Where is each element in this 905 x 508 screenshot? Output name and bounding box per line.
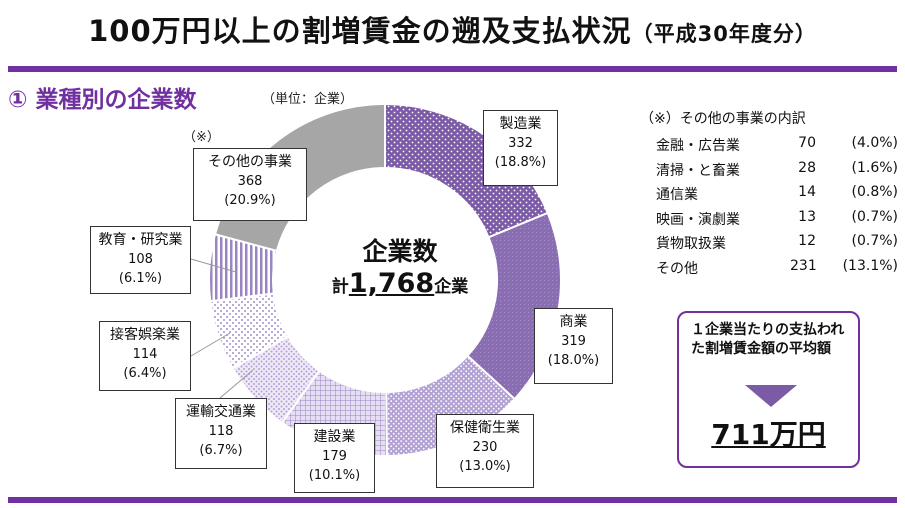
bottom-accent-bar	[8, 497, 897, 503]
slice-value: 368	[237, 174, 263, 189]
slice-pct: (13.0%)	[459, 459, 511, 474]
slice-pct: (20.9%)	[224, 193, 276, 208]
slice-value: 108	[128, 252, 153, 267]
page-title: 100万円以上の割増賃金の遡及支払状況（平成30年度分）	[0, 8, 905, 50]
other-breakdown: （※）その他の事業の内訳 金融・広告業 70 (4.0%) 清掃・と畜業 28 …	[640, 108, 898, 283]
slice-label: その他の事業	[208, 154, 292, 170]
unit-label: （単位：企業）	[262, 92, 354, 107]
slice-pct: (18.0%)	[547, 353, 600, 368]
breakdown-row: その他 231 (13.1%)	[640, 258, 898, 283]
breakdown-pct: (1.6%)	[851, 159, 899, 176]
breakdown-name: 貨物取扱業	[656, 236, 726, 252]
slice-label: 保健衛生業	[450, 420, 520, 436]
breakdown-row: 金融・広告業 70 (4.0%)	[640, 135, 898, 160]
leader-line	[190, 332, 231, 357]
average-label: １企業当たりの支払われた割増賃金額の平均額	[691, 322, 845, 357]
label-box-transport: 運輸交通業 118 (6.7%)	[175, 398, 267, 469]
breakdown-count: 13	[798, 208, 816, 225]
breakdown-name: その他	[656, 260, 698, 277]
slice-pct: (6.4%)	[123, 366, 167, 381]
slice-pct: (6.7%)	[199, 443, 243, 458]
breakdown-row: 清掃・と畜業 28 (1.6%)	[640, 160, 898, 185]
slice-pct: (6.1%)	[118, 271, 163, 286]
label-box-health: 保健衛生業 230 (13.0%)	[436, 414, 534, 488]
title-main: 100万円以上の割増賃金の遡及支払状況	[88, 14, 632, 48]
average-value: 711万円	[711, 418, 826, 451]
breakdown-count: 14	[798, 184, 816, 200]
label-box-hospitality: 接客娯楽業 114 (6.4%)	[99, 321, 191, 391]
breakdown-count: 12	[798, 233, 816, 249]
slice-value: 179	[322, 449, 347, 464]
breakdown-pct: (0.8%)	[851, 184, 899, 200]
section-title: ① 業種別の企業数	[8, 87, 197, 113]
slice-label: 運輸交通業	[186, 404, 256, 420]
note-mark: （※）	[183, 130, 220, 145]
leader-line	[219, 369, 254, 399]
slice-value: 332	[508, 136, 533, 151]
label-box-commerce: 商業 319 (18.0%)	[534, 308, 613, 384]
breakdown-row: 通信業 14 (0.8%)	[640, 184, 898, 209]
slice-label: 商業	[559, 314, 588, 330]
label-box-construction: 建設業 179 (10.1%)	[294, 423, 375, 493]
slice-label: 建設業	[313, 429, 356, 445]
breakdown-count: 70	[798, 135, 816, 151]
down-arrow-icon	[745, 385, 797, 407]
breakdown-row: 映画・演劇業 13 (0.7%)	[640, 209, 898, 234]
breakdown-count: 28	[798, 159, 816, 176]
center-total: 計1,768企業	[300, 268, 500, 299]
breakdown-pct: (0.7%)	[851, 208, 899, 225]
slice-value: 319	[561, 334, 586, 349]
breakdown-name: 映画・演劇業	[656, 211, 740, 228]
breakdown-title: （※）その他の事業の内訳	[640, 111, 806, 127]
slice-pct: (18.8%)	[494, 155, 547, 170]
center-label: 企業数	[362, 237, 438, 266]
breakdown-name: 金融・広告業	[656, 138, 740, 154]
total-prefix: 計	[331, 277, 349, 297]
breakdown-name: 清掃・と畜業	[656, 162, 740, 179]
breakdown-count: 231	[790, 257, 817, 274]
label-box-other: その他の事業 368 (20.9%)	[193, 148, 307, 221]
total-unit: 企業	[434, 277, 469, 297]
slice-label: 製造業	[499, 116, 542, 132]
slice-value: 118	[208, 424, 234, 439]
leader-line	[190, 258, 237, 273]
breakdown-pct: (4.0%)	[851, 135, 899, 151]
label-box-education: 教育・研究業 108 (6.1%)	[90, 226, 191, 294]
slice-pct: (10.1%)	[308, 468, 361, 483]
label-box-manufacturing: 製造業 332 (18.8%)	[483, 110, 558, 186]
title-sub: （平成30年度分）	[631, 22, 817, 46]
breakdown-name: 通信業	[656, 187, 698, 203]
top-accent-bar	[8, 66, 897, 72]
slice-label: 接客娯楽業	[110, 327, 180, 343]
breakdown-pct: (13.1%)	[842, 257, 898, 274]
slice-value: 230	[472, 440, 498, 455]
slice-value: 114	[132, 347, 158, 362]
breakdown-row: 貨物取扱業 12 (0.7%)	[640, 233, 898, 258]
average-amount-box: １企業当たりの支払われた割増賃金額の平均額 711万円	[677, 311, 860, 468]
total-value: 1,768	[348, 268, 435, 299]
slice-label: 教育・研究業	[98, 232, 183, 248]
breakdown-pct: (0.7%)	[851, 233, 899, 249]
